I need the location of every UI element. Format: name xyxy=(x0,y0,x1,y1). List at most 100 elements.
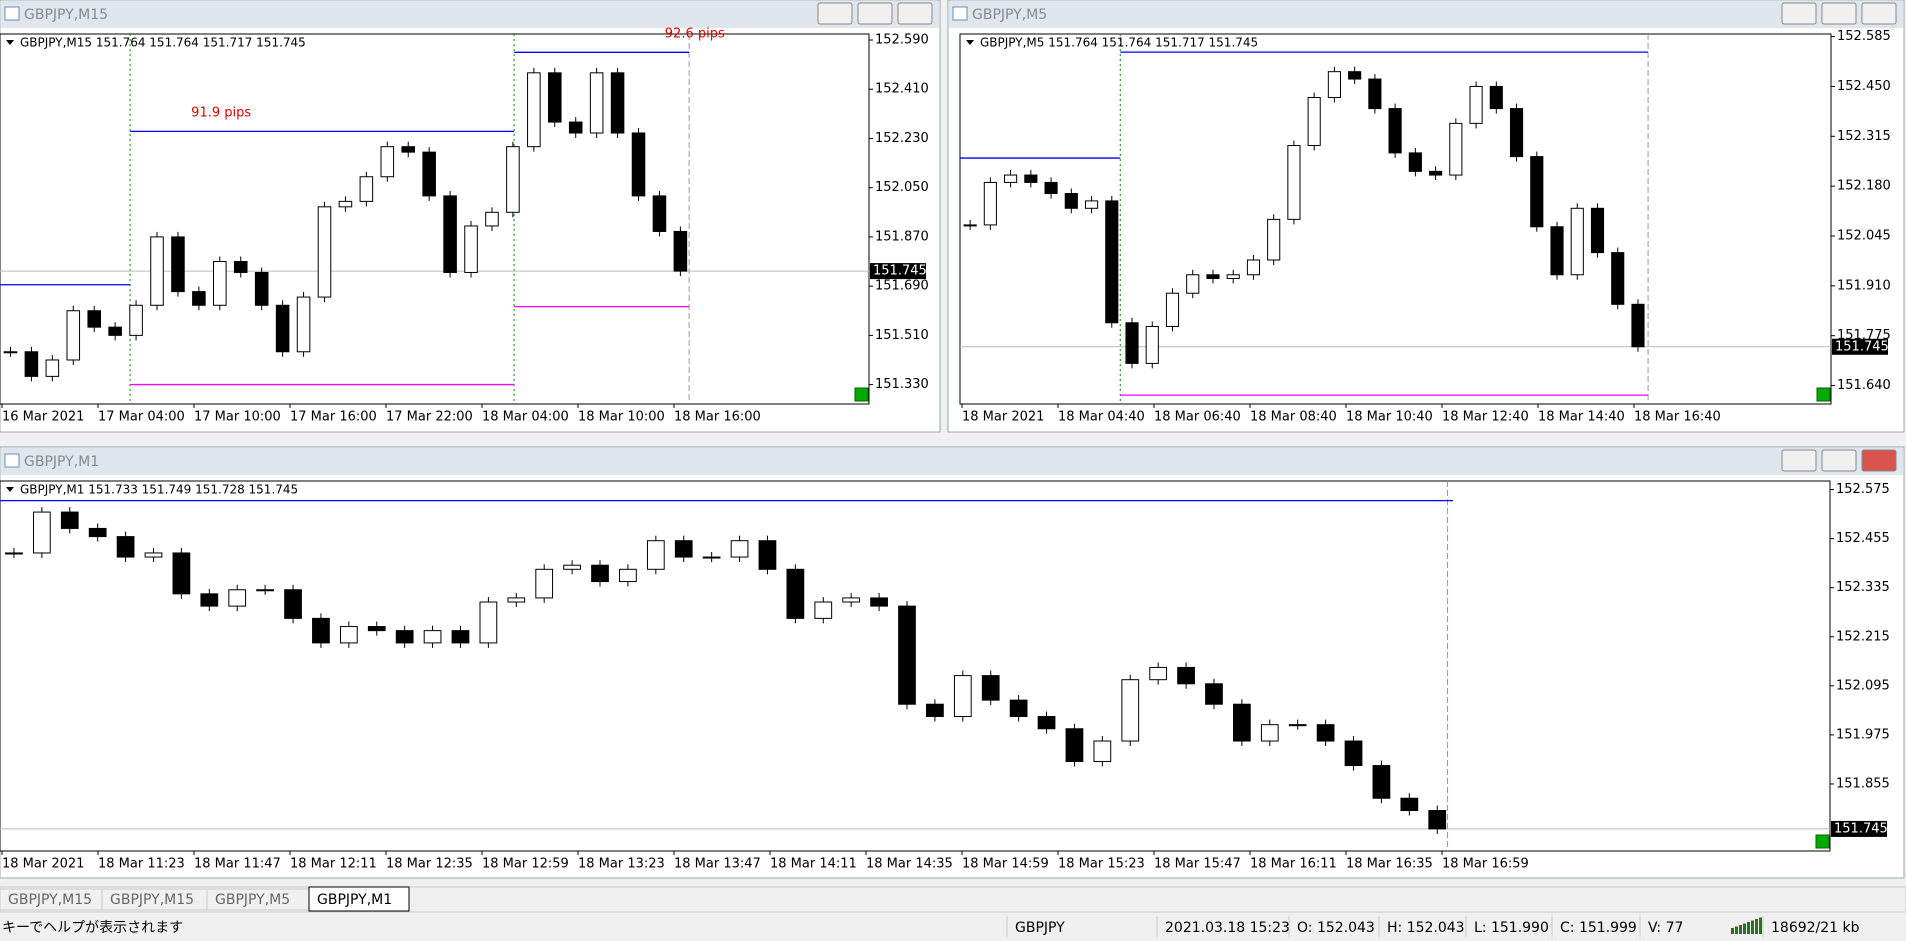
minimize-button[interactable] xyxy=(1781,449,1817,472)
minimize-button[interactable] xyxy=(1781,2,1817,25)
candle-body xyxy=(1267,218,1281,261)
candle-body xyxy=(88,527,107,538)
header-arrow xyxy=(6,40,14,45)
candle-body xyxy=(312,617,330,644)
candle-body xyxy=(87,310,101,328)
candle-body xyxy=(1287,145,1301,220)
candle-body xyxy=(730,540,749,558)
x-tick-label: 18 Mar 14:35 xyxy=(866,857,953,872)
x-tick-label: 17 Mar 22:00 xyxy=(386,410,473,425)
candle-body xyxy=(591,564,609,583)
candle-body xyxy=(1260,724,1279,742)
candle-body xyxy=(1611,252,1625,305)
x-tick-label: 18 Mar 15:47 xyxy=(1154,857,1241,872)
candle-body xyxy=(339,626,358,644)
maximize-button[interactable] xyxy=(1821,449,1857,472)
candle-body xyxy=(610,72,625,134)
plot-area xyxy=(0,33,870,405)
x-tick-label: 18 Mar 11:23 xyxy=(98,857,185,872)
candle-body xyxy=(1344,740,1363,767)
title-bar xyxy=(949,1,1903,28)
candle-body xyxy=(464,225,478,273)
close-button[interactable] xyxy=(897,2,933,25)
y-tick-label: 152.230 xyxy=(875,131,929,146)
connection-bar xyxy=(1759,917,1762,934)
candle-body xyxy=(1327,71,1341,99)
plot-area xyxy=(959,33,1832,405)
current-price-label: 151.745 xyxy=(1835,339,1889,354)
candle-body xyxy=(423,630,442,644)
y-tick-label: 151.330 xyxy=(875,377,929,392)
candle-body xyxy=(1093,740,1112,762)
candle-body xyxy=(1550,226,1564,276)
candle-body xyxy=(254,271,269,306)
y-tick-label: 151.975 xyxy=(1836,727,1890,742)
x-tick-label: 18 Mar 12:35 xyxy=(386,857,473,872)
maximize-button[interactable] xyxy=(857,2,893,25)
candle-body xyxy=(1372,765,1391,799)
candle-body xyxy=(674,540,693,558)
window-title: GBPJPY,M5 xyxy=(972,7,1047,23)
close-button[interactable] xyxy=(1861,2,1897,25)
candle-body xyxy=(1233,703,1251,742)
candle-body xyxy=(1205,683,1223,705)
connection-bar xyxy=(1739,925,1742,934)
candle-body xyxy=(1246,259,1261,276)
x-tick-label: 18 Mar 14:40 xyxy=(1538,410,1625,425)
candle-body xyxy=(527,72,541,148)
y-tick-label: 151.910 xyxy=(1837,278,1891,293)
x-tick-label: 18 Mar 12:11 xyxy=(290,857,377,872)
status-high: H: 152.043 xyxy=(1387,920,1465,936)
window-icon xyxy=(4,453,20,468)
candle-body xyxy=(758,540,777,570)
status-indicator xyxy=(1816,387,1831,402)
status-indicator xyxy=(1815,834,1830,849)
status-indicator xyxy=(854,387,869,402)
y-tick-label: 152.410 xyxy=(875,82,929,97)
y-tick-label: 152.315 xyxy=(1837,129,1891,144)
candle-body xyxy=(116,536,135,558)
x-tick-label: 18 Mar 2021 xyxy=(962,410,1044,425)
x-tick-label: 18 Mar 15:23 xyxy=(1058,857,1145,872)
x-tick-label: 18 Mar 16:00 xyxy=(674,410,761,425)
candle-body xyxy=(981,675,1000,701)
candle-body xyxy=(485,211,499,227)
y-tick-label: 152.455 xyxy=(1836,531,1890,546)
candle-body xyxy=(870,597,888,607)
candle-body xyxy=(1530,156,1544,228)
price-box xyxy=(1831,820,1887,837)
candle-body xyxy=(284,589,302,619)
close-button[interactable] xyxy=(1861,449,1897,472)
y-tick-label: 152.215 xyxy=(1836,629,1890,644)
candle-body xyxy=(1631,303,1645,348)
candle-body xyxy=(1206,274,1220,279)
candle-body xyxy=(1469,85,1483,124)
chart-tab[interactable] xyxy=(308,886,410,912)
x-tick-label: 17 Mar 10:00 xyxy=(194,410,281,425)
candle-body xyxy=(66,310,81,361)
candle-body xyxy=(422,151,436,197)
y-tick-label: 152.585 xyxy=(1837,29,1891,44)
candle-body xyxy=(1165,292,1180,327)
y-tick-label: 151.640 xyxy=(1837,378,1891,393)
candle-body xyxy=(200,593,219,607)
chart-tab-label: GBPJPY,M15 xyxy=(8,892,92,908)
candle-body xyxy=(1177,666,1195,685)
candle-body xyxy=(233,261,248,273)
candle-body xyxy=(1590,207,1605,254)
y-tick-label: 152.050 xyxy=(875,180,929,195)
candle-body xyxy=(24,351,39,377)
candle-body xyxy=(359,176,374,202)
candle-body xyxy=(926,703,944,717)
y-tick-label: 152.450 xyxy=(1837,79,1891,94)
candle-body xyxy=(1388,108,1402,154)
header-arrow xyxy=(966,40,974,45)
maximize-button[interactable] xyxy=(1821,2,1857,25)
x-tick-label: 18 Mar 14:11 xyxy=(770,857,857,872)
minimize-button[interactable] xyxy=(817,2,853,25)
y-tick-label: 151.510 xyxy=(875,328,929,343)
candle-body xyxy=(395,630,414,644)
candle-body xyxy=(1368,78,1382,110)
candle-body xyxy=(1489,85,1503,110)
